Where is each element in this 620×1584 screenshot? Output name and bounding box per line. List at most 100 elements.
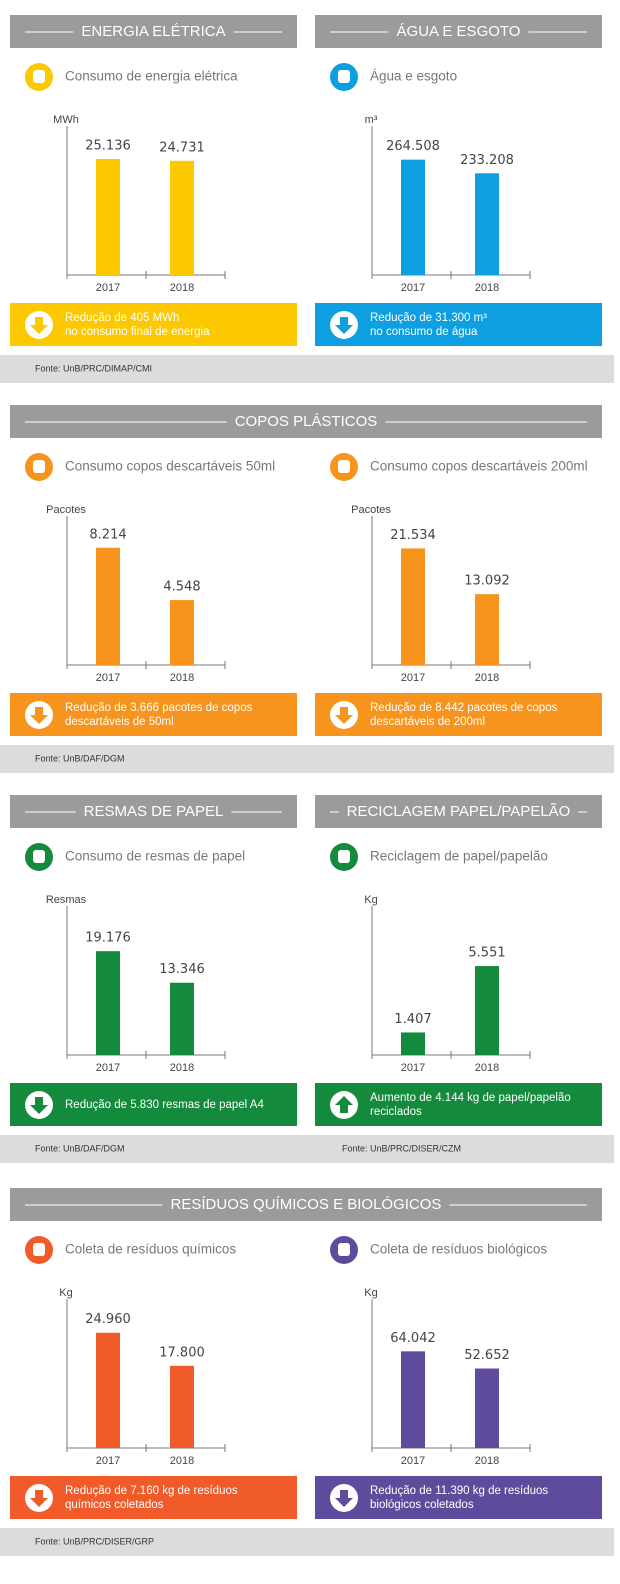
section-title: RESMAS DE PAPEL <box>84 803 224 820</box>
bar <box>475 594 499 665</box>
title-icon-glyph <box>338 1243 350 1256</box>
bar <box>475 966 499 1055</box>
trend-arrow <box>335 317 353 334</box>
y-axis-label: MWh <box>53 114 79 126</box>
value-label: 5.551 <box>468 946 505 961</box>
trend-arrow <box>30 707 48 724</box>
callout-text: descartáveis de 200ml <box>370 716 485 728</box>
chart-title: Água e esgoto <box>370 69 457 84</box>
trend-arrow <box>335 1490 353 1507</box>
callout-text: químicos coletados <box>65 1499 164 1511</box>
trend-arrow <box>335 1096 353 1113</box>
y-axis-label: Resmas <box>46 894 87 906</box>
x-tick-label: 2018 <box>170 672 194 684</box>
y-axis-label: m³ <box>365 114 378 126</box>
callout-text: Redução de 5.830 resmas de papel A4 <box>65 1099 264 1111</box>
callout-text: no consumo de água <box>370 326 478 338</box>
title-icon-glyph <box>338 850 350 863</box>
callout-text: Redução de 31.300 m³ <box>370 312 487 324</box>
y-axis-label: Kg <box>59 1287 72 1299</box>
x-tick-label: 2018 <box>170 1455 194 1467</box>
chart-title: Coleta de resíduos químicos <box>65 1242 236 1257</box>
bar <box>96 158 120 275</box>
value-label: 13.346 <box>159 962 205 977</box>
bar <box>170 600 194 665</box>
title-icon-glyph <box>338 70 350 83</box>
value-label: 4.548 <box>163 580 200 595</box>
bar <box>401 1032 425 1055</box>
bar <box>96 547 120 665</box>
trend-arrow <box>30 1490 48 1507</box>
value-label: 52.652 <box>464 1348 510 1363</box>
x-tick-label: 2017 <box>96 1455 120 1467</box>
title-icon-glyph <box>33 70 45 83</box>
value-label: 233.208 <box>460 153 514 168</box>
value-label: 19.176 <box>85 931 131 946</box>
callout-text: Redução de 8.442 pacotes de copos <box>370 702 558 714</box>
y-axis-label: Kg <box>364 1287 377 1299</box>
source-text: Fonte: UnB/PRC/DIMAP/CMI <box>35 363 152 373</box>
x-tick-label: 2017 <box>96 672 120 684</box>
x-tick-label: 2018 <box>475 1455 499 1467</box>
title-icon-glyph <box>338 460 350 473</box>
bar <box>170 982 194 1055</box>
callout <box>315 1476 602 1519</box>
y-axis-label: Kg <box>364 894 377 906</box>
y-axis-label: Pacotes <box>46 504 86 516</box>
source-text: Fonte: UnB/PRC/DISER/CZM <box>342 1143 461 1153</box>
callout-text: biológicos coletados <box>370 1499 474 1511</box>
callout-text: Redução de 405 MWh <box>65 312 179 324</box>
x-tick-label: 2018 <box>170 282 194 294</box>
callout <box>10 303 297 346</box>
x-tick-label: 2017 <box>401 282 425 294</box>
bar <box>475 1368 499 1448</box>
source-text: Fonte: UnB/DAF/DGM <box>35 1143 125 1153</box>
value-label: 25.136 <box>85 138 131 153</box>
bar <box>401 159 425 275</box>
value-label: 8.214 <box>89 527 126 542</box>
x-tick-label: 2017 <box>96 1062 120 1074</box>
value-label: 24.731 <box>159 140 205 155</box>
source-text: Fonte: UnB/PRC/DISER/GRP <box>35 1536 154 1546</box>
x-tick-label: 2018 <box>475 1062 499 1074</box>
title-icon-glyph <box>33 460 45 473</box>
section-title: ENERGIA ELÉTRICA <box>81 23 225 40</box>
bar <box>96 951 120 1055</box>
trend-arrow <box>30 317 48 334</box>
source-bar <box>0 355 614 383</box>
bar <box>170 1365 194 1448</box>
callout-text: Redução de 11.390 kg de resíduos <box>370 1485 548 1497</box>
x-tick-label: 2017 <box>401 1062 425 1074</box>
bar <box>401 548 425 665</box>
callout <box>315 693 602 736</box>
chart-title: Consumo copos descartáveis 50ml <box>65 459 275 474</box>
value-label: 13.092 <box>464 574 510 589</box>
callout <box>10 693 297 736</box>
callout-text: Redução de 3.666 pacotes de copos <box>65 702 253 714</box>
value-label: 264.508 <box>386 139 440 154</box>
section-title: RECICLAGEM PAPEL/PAPELÃO <box>347 803 571 820</box>
callout <box>315 303 602 346</box>
callout-text: Aumento de 4.144 kg de papel/papelão <box>370 1092 571 1104</box>
x-tick-label: 2017 <box>401 1455 425 1467</box>
section-title: COPOS PLÁSTICOS <box>235 413 378 430</box>
callout <box>315 1083 602 1126</box>
trend-arrow <box>30 1097 48 1114</box>
chart-title: Consumo copos descartáveis 200ml <box>370 459 588 474</box>
chart-title: Reciclagem de papel/papelão <box>370 849 548 864</box>
callout-text: Redução de 7.160 kg de resíduos <box>65 1485 238 1497</box>
section-header <box>315 795 602 828</box>
section-title: RESÍDUOS QUÍMICOS E BIOLÓGICOS <box>171 1196 442 1213</box>
chart-title: Coleta de resíduos biológicos <box>370 1242 547 1257</box>
callout-text: descartáveis de 50ml <box>65 716 174 728</box>
callout-text: no consumo final de energia <box>65 326 210 338</box>
source-text: Fonte: UnB/DAF/DGM <box>35 753 125 763</box>
bar <box>170 160 194 275</box>
value-label: 17.800 <box>159 1345 205 1360</box>
value-label: 24.960 <box>85 1312 131 1327</box>
title-icon-glyph <box>33 850 45 863</box>
x-tick-label: 2017 <box>96 282 120 294</box>
x-tick-label: 2017 <box>401 672 425 684</box>
chart-title: Consumo de energia elétrica <box>65 69 238 84</box>
